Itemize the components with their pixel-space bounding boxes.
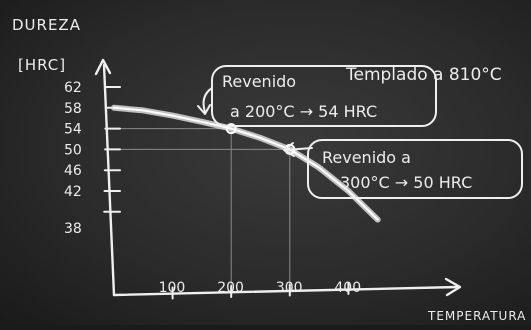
y-tick-label: 42 (64, 184, 82, 200)
callout-1-line2: a 200°C → 54 HRC (230, 102, 377, 121)
callout-1-pointer (202, 87, 213, 113)
x-axis-arrow (444, 277, 462, 297)
highlighted-point (225, 123, 237, 135)
hardness-curve-highlight (113, 106, 379, 221)
y-tick-label: 62 (64, 80, 82, 96)
x-tick-label: 200 (217, 280, 244, 296)
callout-1-pointer-head (197, 104, 211, 115)
y-tick-label: 54 (64, 122, 82, 138)
y-tick-label: 46 (64, 163, 82, 179)
x-tick-label: 300 (276, 280, 303, 296)
y-axis-arrow (94, 58, 112, 76)
callout-2-pointer (285, 147, 313, 151)
callout-2-pointer-head (283, 142, 295, 157)
callout-1-line1: Revenido (222, 72, 296, 91)
callout-2-line2: 300°C → 50 HRC (340, 173, 472, 192)
x-axis (112, 285, 460, 297)
y-axis (102, 63, 116, 297)
tempering-note: Templado a 810°C (345, 65, 502, 85)
y-axis-title-line2: [HRC] (18, 56, 66, 74)
x-axis-title: TEMPERATURA (427, 309, 526, 323)
y-tick-label: 50 (64, 142, 82, 158)
y-tick-label: 58 (64, 101, 82, 117)
callout-2-line1: Revenido a (322, 148, 411, 167)
x-tick-label: 400 (334, 280, 361, 296)
x-tick-label: 100 (159, 280, 186, 296)
callout-1-bubble (211, 65, 437, 127)
callout-2-bubble (307, 139, 523, 199)
y-tick-label: 38 (64, 221, 82, 237)
y-axis-title-line1: DUREZA (12, 16, 81, 34)
